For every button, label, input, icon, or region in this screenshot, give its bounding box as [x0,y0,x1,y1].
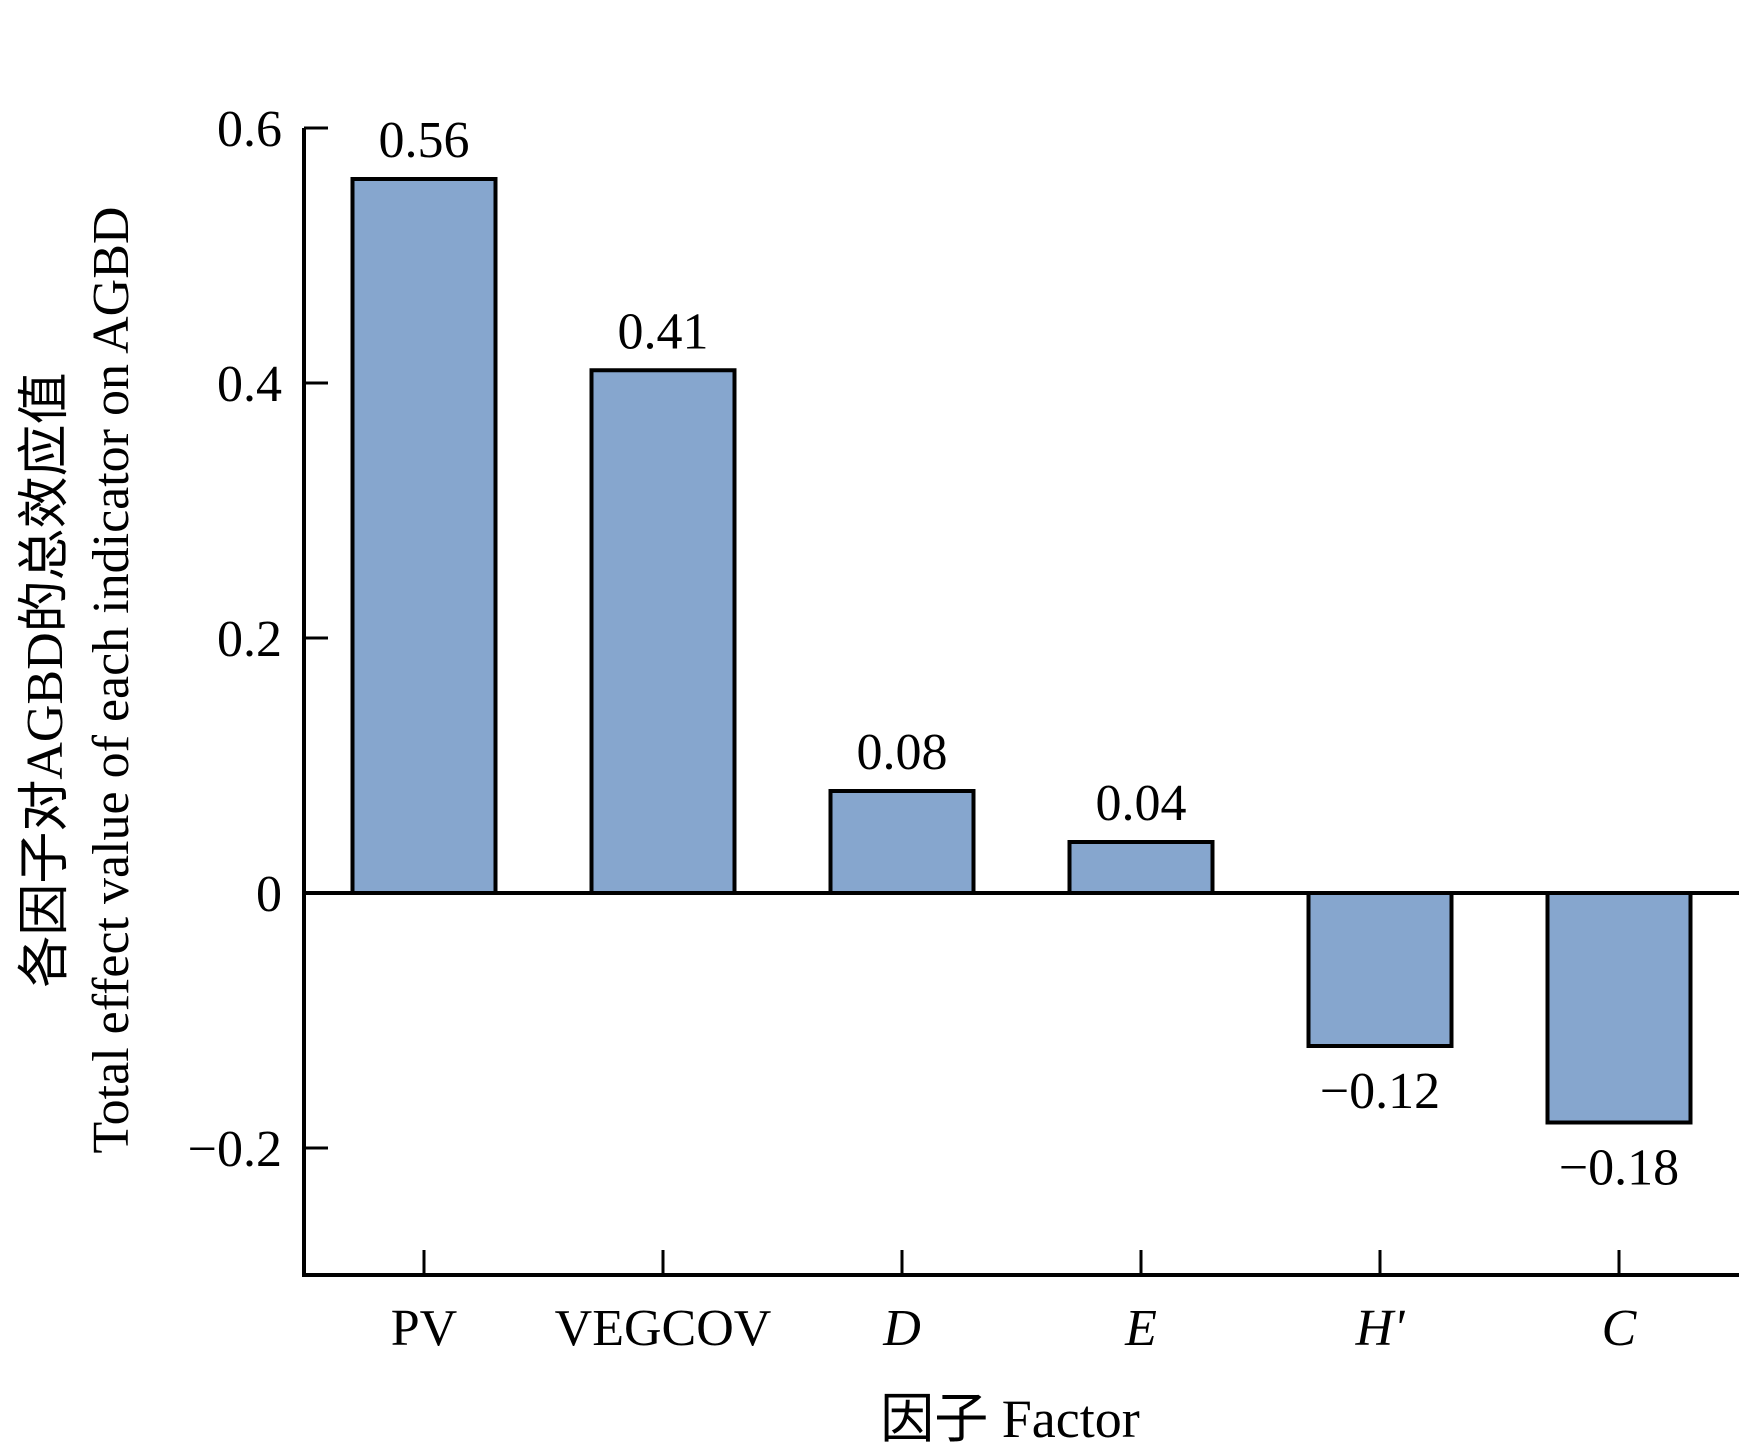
bar-2 [828,789,976,895]
y-ticks-group: 0.6 0.4 0.2 0 −0.2 [188,101,328,1178]
x-tick-label-5: C [1602,1300,1638,1357]
x-tick-label-3: E [1124,1300,1157,1357]
bar-3 [1067,840,1215,895]
data-labels-group: 0.56 0.41 0.08 0.04 −0.12 −0.18 [379,112,1680,1197]
axes-group [302,128,1739,1277]
x-axis-title: 因子 Factor [880,1389,1139,1447]
bar-0 [350,177,498,895]
data-label-4: −0.12 [1320,1063,1440,1120]
data-label-2: 0.08 [857,724,948,781]
y-tick-label-4: −0.2 [188,1121,282,1178]
x-tick-label-1: VEGCOV [555,1300,772,1357]
x-tick-label-4: H' [1355,1300,1406,1357]
x-tick-label-2: D [882,1300,921,1357]
x-ticks-group: PV VEGCOV D E H' C [391,1250,1638,1357]
bar-1 [589,368,737,895]
data-label-5: −0.18 [1559,1140,1679,1197]
y-axis-title-en: Total effect value of each indicator on … [83,207,140,1154]
bar-5 [1545,891,1693,1125]
data-label-1: 0.41 [618,303,709,360]
data-label-3: 0.04 [1096,775,1187,832]
x-tick-label-0: PV [391,1300,457,1357]
y-axis-title-cn: 各因子对AGBD的总效应值 [17,372,74,987]
y-tick-label-3: 0 [256,866,282,923]
y-tick-label-1: 0.4 [217,356,282,413]
data-label-0: 0.56 [379,112,470,169]
y-tick-label-2: 0.2 [217,611,282,668]
bar-4 [1306,891,1454,1048]
bars-group [350,177,1693,1125]
y-tick-label-0: 0.6 [217,101,282,158]
y-axis-title: 各因子对AGBD的总效应值 Total effect value of each… [17,207,140,1154]
